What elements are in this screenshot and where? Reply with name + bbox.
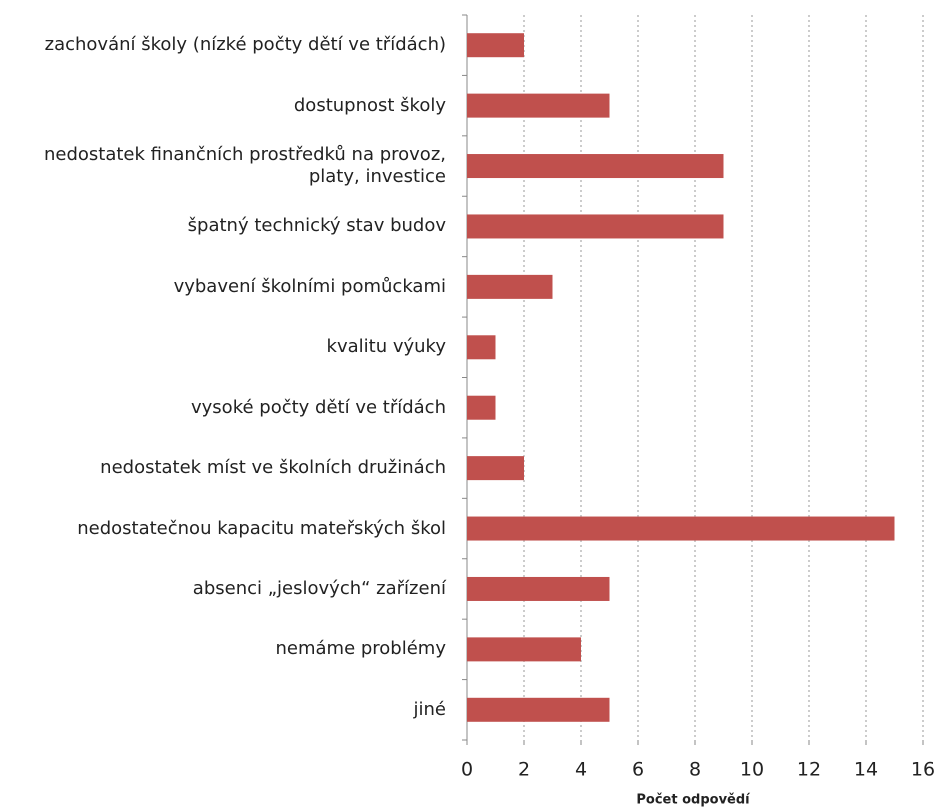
- x-tick-label: 2: [518, 759, 530, 781]
- y-tick-label: absenci „jeslových“ zařízení: [192, 577, 446, 599]
- x-axis-label: Počet odpovědí: [636, 793, 751, 808]
- bar: [467, 154, 724, 179]
- bar: [467, 516, 895, 541]
- y-tick-label: nedostatečnou kapacitu mateřských škol: [77, 517, 446, 539]
- bar: [467, 214, 724, 239]
- y-tick-label: zachování školy (nízké počty dětí ve tří…: [44, 34, 446, 56]
- x-tick-label: 8: [689, 759, 701, 781]
- y-tick-label: nedostatek míst ve školních družinách: [100, 457, 446, 479]
- x-tick-label: 4: [575, 759, 587, 781]
- y-tick-label: kvalitu výuky: [326, 336, 446, 358]
- x-tick-label: 10: [740, 759, 764, 781]
- bar: [467, 456, 524, 481]
- bar: [467, 576, 610, 601]
- bar: [467, 697, 610, 722]
- bar: [467, 93, 610, 118]
- y-tick-label: dostupnost školy: [293, 94, 446, 116]
- x-tick-label: 14: [854, 759, 878, 781]
- bar: [467, 33, 524, 58]
- bar: [467, 637, 581, 662]
- y-tick-label: nemáme problémy: [275, 638, 446, 660]
- bar: [467, 395, 496, 420]
- y-tick-label: nedostatek finančních prostředků na prov…: [43, 144, 446, 188]
- y-tick-label: vybavení školními pomůckami: [173, 275, 446, 297]
- x-tick-label: 12: [797, 759, 821, 781]
- bar: [467, 274, 553, 299]
- y-tick-label: jiné: [413, 698, 446, 720]
- y-tick-label: špatný technický stav budov: [187, 215, 446, 237]
- y-tick-label: vysoké počty dětí ve třídách: [191, 396, 446, 418]
- x-tick-label: 6: [632, 759, 644, 781]
- x-tick-label: 0: [461, 759, 473, 781]
- bar: [467, 335, 496, 360]
- x-tick-label: 16: [911, 759, 935, 781]
